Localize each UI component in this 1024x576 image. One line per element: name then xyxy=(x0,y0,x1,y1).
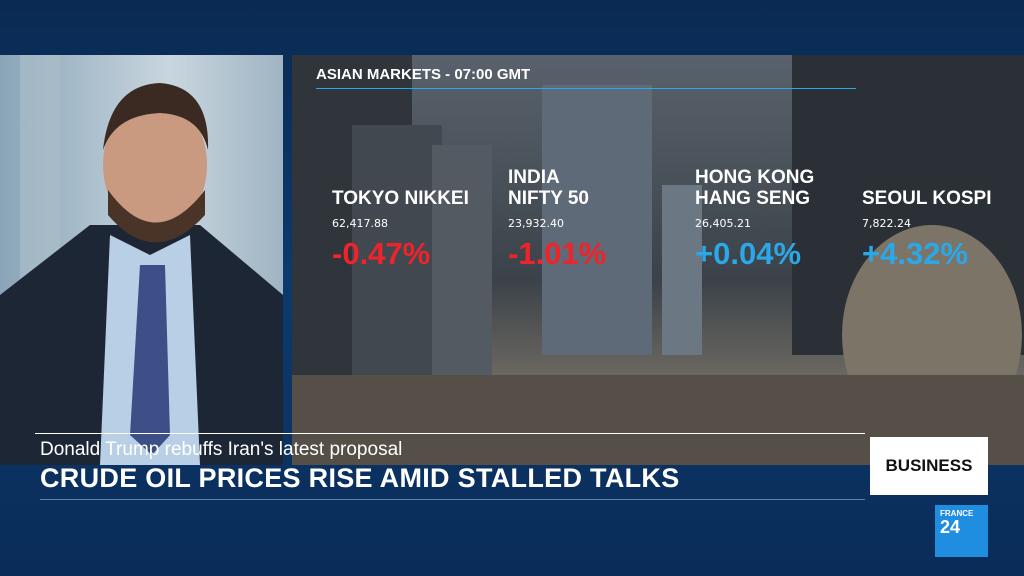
panel-title: ASIAN MARKETS - 07:00 GMT xyxy=(316,66,531,83)
presenter-video xyxy=(0,55,283,465)
market: INDIA NIFTY 50 23,932.40 -1.01% xyxy=(508,167,606,272)
channel-logo: FRANCE 24 xyxy=(935,505,988,557)
logo-line1: FRANCE xyxy=(940,509,974,518)
market-name: SEOUL KOSPI xyxy=(862,188,992,209)
market-value: 62,417.88 xyxy=(332,217,388,230)
market-name: HANG SENG xyxy=(695,188,811,209)
market-name: TOKYO NIKKEI xyxy=(332,188,469,209)
market-name: INDIA xyxy=(508,167,560,188)
headline: CRUDE OIL PRICES RISE AMID STALLED TALKS xyxy=(40,463,680,493)
section-tag: BUSINESS xyxy=(870,437,988,495)
market-value: 26,405.21 xyxy=(695,217,751,230)
market: HONG KONG HANG SENG 26,405.21 +0.04% xyxy=(695,167,814,272)
headline-rule xyxy=(40,499,865,500)
market-name: HONG KONG xyxy=(695,167,815,188)
market: SEOUL KOSPI 7,822.24 +4.32% xyxy=(862,188,992,272)
title-rule xyxy=(316,88,856,89)
market-change: -0.47% xyxy=(332,236,431,271)
market-name: NIFTY 50 xyxy=(508,188,589,209)
market-change: +4.32% xyxy=(862,236,969,271)
market-value: 7,822.24 xyxy=(862,217,911,230)
market-change: -1.01% xyxy=(508,236,607,271)
market-change: +0.04% xyxy=(695,236,802,271)
logo-line2: 24 xyxy=(940,517,961,537)
lower-third-rule xyxy=(35,433,865,434)
market-value: 23,932.40 xyxy=(508,217,564,230)
market: TOKYO NIKKEI 62,417.88 -0.47% xyxy=(332,188,469,272)
subtitle: Donald Trump rebuffs Iran's latest propo… xyxy=(40,439,403,460)
presenter-figure xyxy=(0,55,283,465)
